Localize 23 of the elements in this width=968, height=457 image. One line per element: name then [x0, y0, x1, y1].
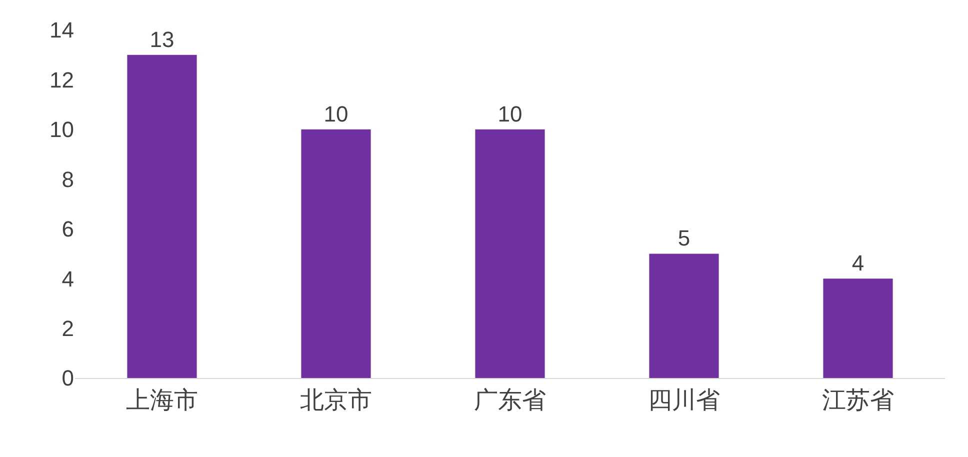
- data-label: 10: [498, 101, 522, 126]
- y-tick-label: 0: [62, 366, 74, 391]
- x-tick-label: 北京市: [300, 386, 372, 414]
- y-tick-label: 14: [50, 18, 74, 43]
- y-tick-label: 8: [62, 166, 74, 192]
- x-tick-label: 江苏省: [822, 386, 894, 414]
- bar: [475, 129, 545, 378]
- data-label: 10: [324, 101, 348, 126]
- x-tick-label: 广东省: [474, 386, 546, 414]
- data-label: 13: [150, 26, 174, 52]
- x-tick-label: 四川省: [648, 386, 720, 414]
- bar: [823, 278, 893, 378]
- bar: [127, 54, 197, 378]
- x-tick-label: 上海市: [126, 386, 198, 414]
- y-tick-label: 4: [62, 266, 74, 292]
- data-label: 4: [852, 250, 864, 276]
- bar: [301, 129, 371, 378]
- bar: [649, 254, 719, 378]
- y-tick-label: 12: [50, 67, 74, 92]
- y-tick-label: 10: [50, 117, 74, 142]
- y-tick-label: 2: [62, 316, 74, 341]
- data-label: 5: [678, 226, 690, 251]
- y-tick-label: 6: [62, 216, 74, 242]
